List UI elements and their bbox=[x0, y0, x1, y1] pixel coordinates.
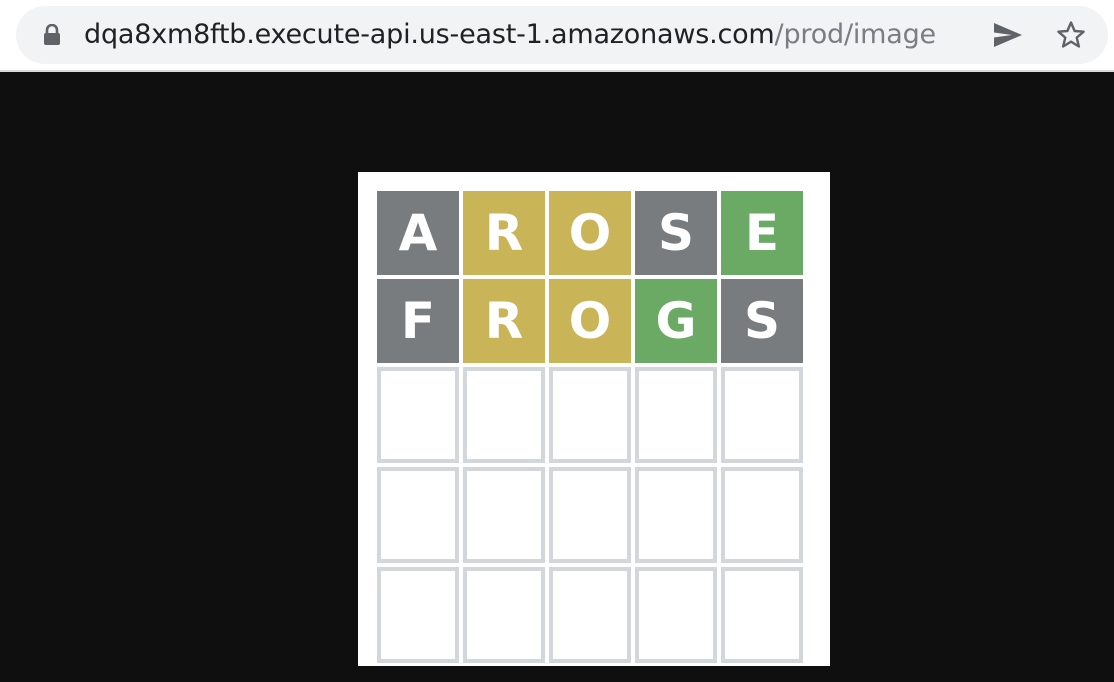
letter-tile: E bbox=[721, 191, 803, 275]
url-host: dqa8xm8ftb.execute-api.us-east-1.amazona… bbox=[84, 19, 775, 50]
empty-tile bbox=[721, 467, 803, 563]
empty-tile bbox=[549, 367, 631, 463]
send-icon[interactable] bbox=[992, 21, 1024, 49]
empty-tile bbox=[721, 367, 803, 463]
empty-tile bbox=[721, 567, 803, 663]
letter-tile: R bbox=[463, 191, 545, 275]
browser-toolbar: dqa8xm8ftb.execute-api.us-east-1.amazona… bbox=[0, 0, 1114, 72]
letter-tile: G bbox=[635, 279, 717, 363]
letter-tile: S bbox=[635, 191, 717, 275]
empty-tile bbox=[635, 467, 717, 563]
url-text[interactable]: dqa8xm8ftb.execute-api.us-east-1.amazona… bbox=[84, 19, 936, 51]
empty-tile bbox=[463, 567, 545, 663]
star-icon[interactable] bbox=[1056, 20, 1086, 50]
letter-tile: R bbox=[463, 279, 545, 363]
lock-icon[interactable] bbox=[42, 24, 62, 46]
empty-tile bbox=[549, 467, 631, 563]
letter-tile: F bbox=[377, 279, 459, 363]
empty-tile bbox=[463, 367, 545, 463]
empty-tile bbox=[377, 367, 459, 463]
empty-tile bbox=[377, 467, 459, 563]
letter-tile: A bbox=[377, 191, 459, 275]
empty-tile bbox=[635, 367, 717, 463]
letter-tile: O bbox=[549, 191, 631, 275]
letter-tile: S bbox=[721, 279, 803, 363]
letter-tile: O bbox=[549, 279, 631, 363]
url-path: /prod/image bbox=[774, 19, 937, 50]
empty-tile bbox=[549, 567, 631, 663]
empty-tile bbox=[463, 467, 545, 563]
address-bar[interactable]: dqa8xm8ftb.execute-api.us-east-1.amazona… bbox=[16, 6, 1108, 64]
empty-tile bbox=[377, 567, 459, 663]
empty-tile bbox=[635, 567, 717, 663]
